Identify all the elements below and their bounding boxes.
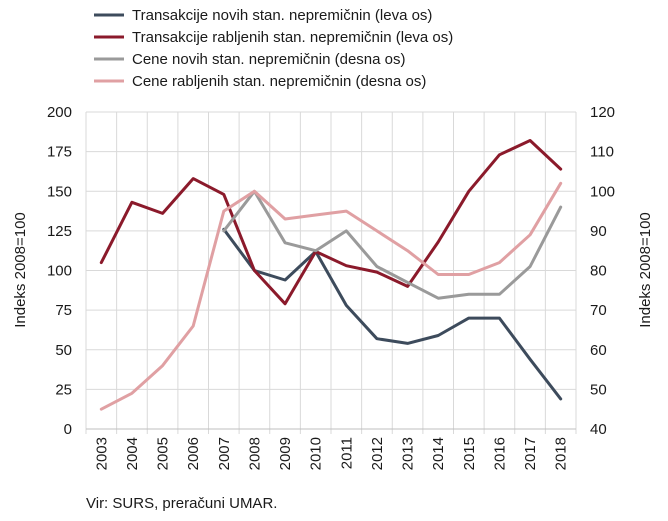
y-right-tick-label: 90 [590,223,607,240]
x-tick-label: 2005 [155,437,172,470]
y-left-tick-label: 25 [55,381,72,398]
source-note: Vir: SURS, preračuni UMAR. [86,495,277,512]
series-line-4 [99,181,563,411]
y-left-tick-label: 150 [47,183,72,200]
x-tick-label: 2007 [216,437,233,470]
series-line-3 [222,189,563,300]
y-right-tick-label: 120 [590,104,615,121]
y-left-axis-ticks: 0 25 50 75 100 125 150 175 200 [47,104,72,438]
y-right-tick-label: 70 [590,302,607,319]
y-right-tick-label: 60 [590,342,607,359]
y-left-tick-label: 125 [47,223,72,240]
y-right-tick-label: 110 [590,144,614,161]
x-tick-label: 2012 [369,437,386,470]
y-left-tick-label: 200 [47,104,72,121]
x-tick-label: 2017 [522,437,539,470]
y-left-tick-label: 0 [64,421,72,438]
x-tick-label: 2008 [246,437,263,470]
series-lines [99,139,563,411]
x-tick-label: 2010 [308,437,325,470]
series-line-2 [99,139,563,306]
y-right-tick-label: 100 [590,183,615,200]
y-right-tick-label: 40 [590,421,607,438]
y-left-tick-label: 75 [55,302,72,319]
legend-label: Transakcije rabljenih stan. nepremičnin … [132,29,453,46]
x-tick-label: 2018 [553,437,570,470]
y-left-tick-label: 100 [47,263,72,280]
x-tick-label: 2014 [430,437,447,470]
legend-label: Transakcije novih stan. nepremičnin (lev… [132,7,432,24]
y-left-tick-label: 50 [55,342,72,359]
y-right-tick-label: 80 [590,263,607,280]
x-tick-label: 2009 [277,437,294,470]
y-left-axis-title: Indeks 2008=100 [12,212,29,328]
gridlines [85,111,577,434]
x-tick-label: 2006 [185,437,202,470]
axes [85,112,577,430]
x-tick-label: 2013 [400,437,417,470]
x-tick-label: 2011 [338,437,355,469]
series-line-1 [222,227,563,401]
x-tick-label: 2004 [124,437,141,470]
x-tick-label: 2015 [461,437,478,470]
x-tick-label: 2016 [491,437,508,470]
legend: Transakcije novih stan. nepremičnin (lev… [94,7,453,90]
y-right-axis-title: Indeks 2008=100 [637,212,654,328]
y-left-tick-label: 175 [47,144,72,161]
y-right-axis-ticks: 40 50 60 70 80 90 100 110 120 [590,104,615,438]
legend-label: Cene rabljenih stan. nepremičnin (desna … [132,73,426,90]
legend-label: Cene novih stan. nepremičnin (desna os) [132,51,406,68]
x-axis-ticks: 2003 2004 2005 2006 2007 2008 2009 2010 2011 2012… [93,437,569,470]
y-right-tick-label: 50 [590,381,607,398]
x-tick-label: 2003 [93,437,110,470]
